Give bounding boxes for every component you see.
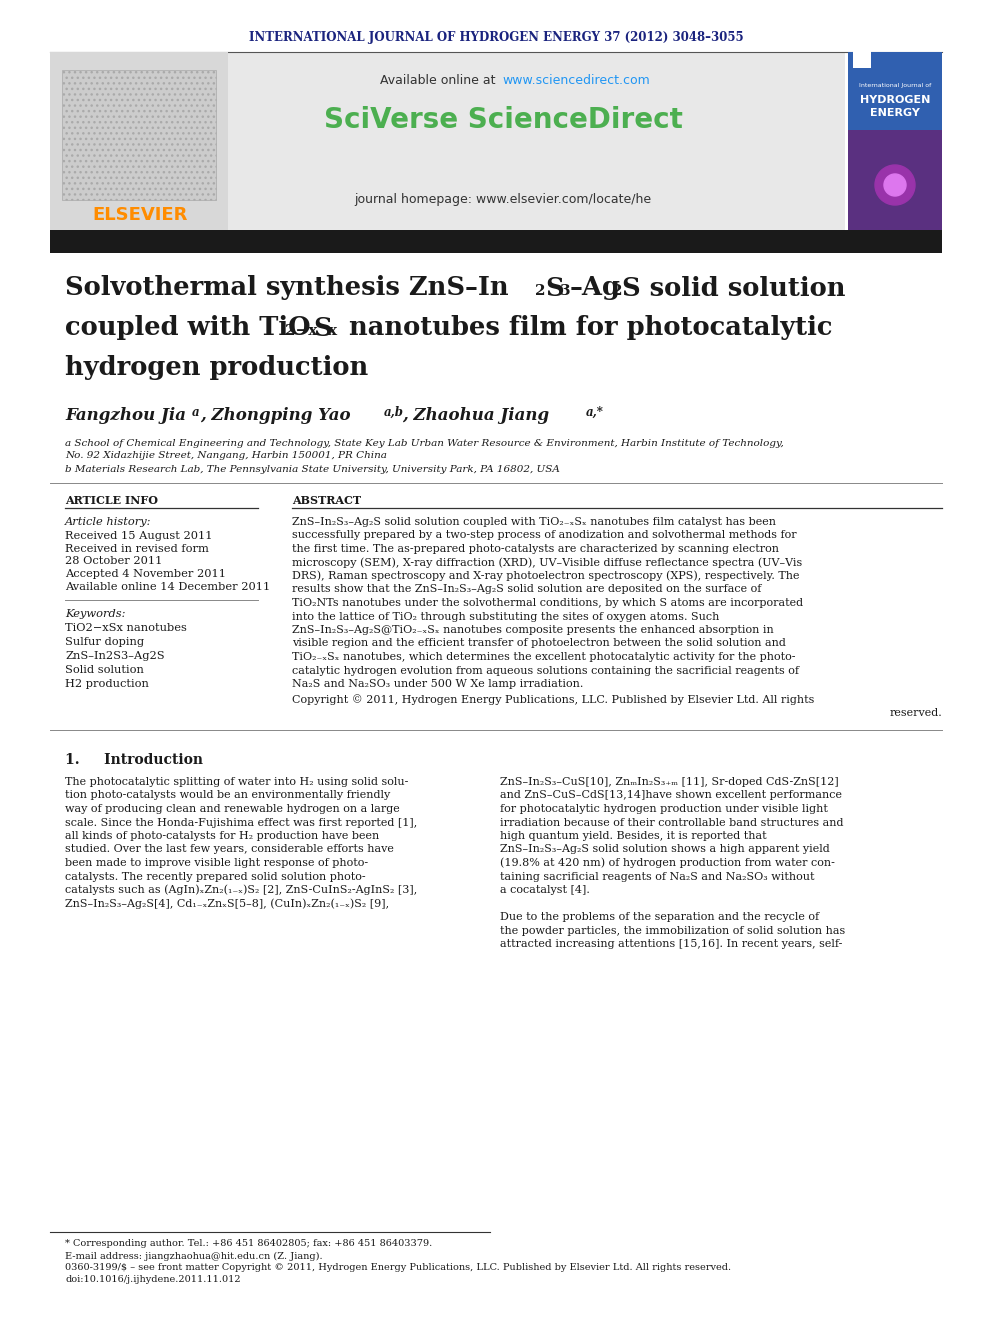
Text: ZnS–In₂S₃–Ag₂S@TiO₂₋ₓSₓ nanotubes composite presents the enhanced absorption in: ZnS–In₂S₃–Ag₂S@TiO₂₋ₓSₓ nanotubes compos… — [292, 624, 774, 635]
Text: a,*: a,* — [586, 406, 604, 418]
Text: 2−x: 2−x — [285, 324, 317, 337]
Text: Received in revised form: Received in revised form — [65, 544, 209, 554]
Text: catalytic hydrogen evolution from aqueous solutions containing the sacrificial r: catalytic hydrogen evolution from aqueou… — [292, 665, 799, 676]
Bar — [848, 52, 942, 130]
Text: SciVerse ScienceDirect: SciVerse ScienceDirect — [323, 106, 682, 134]
Text: x: x — [328, 324, 337, 337]
Text: coupled with TiO: coupled with TiO — [65, 315, 310, 340]
Text: a: a — [192, 406, 199, 418]
Text: studied. Over the last few years, considerable efforts have: studied. Over the last few years, consid… — [65, 844, 394, 855]
Text: ZnS–In₂S₃–Ag₂S solid solution coupled with TiO₂₋ₓSₓ nanotubes film catalyst has : ZnS–In₂S₃–Ag₂S solid solution coupled wi… — [292, 517, 776, 527]
Text: and ZnS–CuS–CdS[13,14]have shown excellent performance: and ZnS–CuS–CdS[13,14]have shown excelle… — [500, 791, 842, 800]
Text: ZnS–In₂S₃–CuS[10], ZnₘIn₂S₃₊ₘ [11], Sr-doped CdS-ZnS[12]: ZnS–In₂S₃–CuS[10], ZnₘIn₂S₃₊ₘ [11], Sr-d… — [500, 777, 839, 787]
Text: Solid solution: Solid solution — [65, 665, 144, 675]
Text: S: S — [545, 275, 563, 300]
Bar — [848, 52, 942, 230]
Text: been made to improve visible light response of photo-: been made to improve visible light respo… — [65, 859, 368, 868]
Text: 0360-3199/$ – see front matter Copyright © 2011, Hydrogen Energy Publications, L: 0360-3199/$ – see front matter Copyright… — [65, 1263, 731, 1273]
Text: TiO₂₋ₓSₓ nanotubes, which determines the excellent photocatalytic activity for t: TiO₂₋ₓSₓ nanotubes, which determines the… — [292, 652, 796, 662]
Text: Available online 14 December 2011: Available online 14 December 2011 — [65, 582, 270, 591]
Text: visible region and the efficient transfer of photoelectron between the solid sol: visible region and the efficient transfe… — [292, 639, 786, 648]
Text: scale. Since the Honda-Fujishima effect was first reported [1],: scale. Since the Honda-Fujishima effect … — [65, 818, 418, 827]
Text: microscopy (SEM), X-ray diffraction (XRD), UV–Visible diffuse reflectance spectr: microscopy (SEM), X-ray diffraction (XRD… — [292, 557, 803, 568]
Text: , Zhaohua Jiang: , Zhaohua Jiang — [402, 406, 550, 423]
Bar — [62, 70, 216, 200]
Text: INTERNATIONAL JOURNAL OF HYDROGEN ENERGY 37 (2012) 3048–3055: INTERNATIONAL JOURNAL OF HYDROGEN ENERGY… — [249, 32, 743, 45]
Text: catalysts such as (AgIn)ₓZn₂(₁₋ₓ)S₂ [2], ZnS-CuInS₂-AgInS₂ [3],: catalysts such as (AgIn)ₓZn₂(₁₋ₓ)S₂ [2],… — [65, 885, 418, 896]
Text: Fangzhou Jia: Fangzhou Jia — [65, 406, 186, 423]
Text: Solvothermal synthesis ZnS–In: Solvothermal synthesis ZnS–In — [65, 275, 509, 300]
Text: Received 15 August 2011: Received 15 August 2011 — [65, 531, 212, 541]
Text: high quantum yield. Besides, it is reported that: high quantum yield. Besides, it is repor… — [500, 831, 767, 841]
Text: attracted increasing attentions [15,16]. In recent years, self-: attracted increasing attentions [15,16].… — [500, 939, 842, 949]
Text: No. 92 Xidazhijie Street, Nangang, Harbin 150001, PR China: No. 92 Xidazhijie Street, Nangang, Harbi… — [65, 451, 387, 460]
Text: Sulfur doping: Sulfur doping — [65, 636, 144, 647]
Text: b Materials Research Lab, The Pennsylvania State University, University Park, PA: b Materials Research Lab, The Pennsylvan… — [65, 464, 559, 474]
Text: ELSEVIER: ELSEVIER — [92, 206, 187, 224]
Text: nanotubes film for photocatalytic: nanotubes film for photocatalytic — [340, 315, 832, 340]
Text: www.sciencedirect.com: www.sciencedirect.com — [502, 74, 650, 86]
Text: Available online at: Available online at — [381, 74, 500, 86]
Text: journal homepage: www.elsevier.com/locate/he: journal homepage: www.elsevier.com/locat… — [354, 193, 652, 206]
Text: Due to the problems of the separation and the recycle of: Due to the problems of the separation an… — [500, 912, 819, 922]
Text: 2: 2 — [535, 284, 546, 298]
Text: , Zhongping Yao: , Zhongping Yao — [200, 406, 350, 423]
Text: TiO2−xSx nanotubes: TiO2−xSx nanotubes — [65, 623, 186, 632]
Text: irradiation because of their controllable band structures and: irradiation because of their controllabl… — [500, 818, 843, 827]
Text: doi:10.1016/j.ijhydene.2011.11.012: doi:10.1016/j.ijhydene.2011.11.012 — [65, 1275, 241, 1285]
Text: into the lattice of TiO₂ through substituting the sites of oxygen atoms. Such: into the lattice of TiO₂ through substit… — [292, 611, 719, 622]
Text: * Corresponding author. Tel.: +86 451 86402805; fax: +86 451 86403379.: * Corresponding author. Tel.: +86 451 86… — [65, 1240, 433, 1249]
Text: (19.8% at 420 nm) of hydrogen production from water con-: (19.8% at 420 nm) of hydrogen production… — [500, 857, 835, 868]
Bar — [853, 50, 871, 67]
Text: taining sacrificial reagents of Na₂S and Na₂SO₃ without: taining sacrificial reagents of Na₂S and… — [500, 872, 814, 881]
Text: tion photo-catalysts would be an environmentally friendly: tion photo-catalysts would be an environ… — [65, 791, 390, 800]
Text: ENERGY: ENERGY — [870, 108, 920, 118]
Text: a School of Chemical Engineering and Technology, State Key Lab Urban Water Resou: a School of Chemical Engineering and Tec… — [65, 438, 784, 447]
Text: –Ag: –Ag — [570, 275, 621, 300]
Text: the powder particles, the immobilization of solid solution has: the powder particles, the immobilization… — [500, 926, 845, 935]
Text: for photocatalytic hydrogen production under visible light: for photocatalytic hydrogen production u… — [500, 804, 828, 814]
Text: all kinds of photo-catalysts for H₂ production have been: all kinds of photo-catalysts for H₂ prod… — [65, 831, 379, 841]
Text: ARTICLE INFO: ARTICLE INFO — [65, 495, 158, 505]
Text: successfully prepared by a two-step process of anodization and solvothermal meth: successfully prepared by a two-step proc… — [292, 531, 797, 541]
Text: ABSTRACT: ABSTRACT — [292, 495, 361, 505]
Text: H2 production: H2 production — [65, 679, 149, 689]
Text: ZnS–In₂S₃–Ag₂S[4], Cd₁₋ₓZnₓS[5–8], (CuIn)ₓZn₂(₁₋ₓ)S₂ [9],: ZnS–In₂S₃–Ag₂S[4], Cd₁₋ₓZnₓS[5–8], (CuIn… — [65, 898, 389, 909]
Circle shape — [884, 175, 906, 196]
Text: 28 October 2011: 28 October 2011 — [65, 556, 163, 566]
Text: 3: 3 — [560, 284, 570, 298]
Text: S solid solution: S solid solution — [622, 275, 845, 300]
Text: catalysts. The recently prepared solid solution photo-: catalysts. The recently prepared solid s… — [65, 872, 366, 881]
Text: way of producing clean and renewable hydrogen on a large: way of producing clean and renewable hyd… — [65, 804, 400, 814]
Text: International Journal of: International Journal of — [859, 82, 931, 87]
Bar — [50, 52, 228, 230]
Text: results show that the ZnS–In₂S₃–Ag₂S solid solution are deposited on the surface: results show that the ZnS–In₂S₃–Ag₂S sol… — [292, 585, 762, 594]
Text: ZnS–In₂S₃–Ag₂S solid solution shows a high apparent yield: ZnS–In₂S₃–Ag₂S solid solution shows a hi… — [500, 844, 829, 855]
Text: a cocatalyst [4].: a cocatalyst [4]. — [500, 885, 590, 894]
Bar — [50, 230, 942, 253]
Text: a,b: a,b — [384, 406, 404, 418]
Text: DRS), Raman spectroscopy and X-ray photoelectron spectroscopy (XPS), respectivel: DRS), Raman spectroscopy and X-ray photo… — [292, 570, 800, 581]
Text: S: S — [313, 315, 331, 340]
Text: 1.     Introduction: 1. Introduction — [65, 753, 203, 767]
Text: Copyright © 2011, Hydrogen Energy Publications, LLC. Published by Elsevier Ltd. : Copyright © 2011, Hydrogen Energy Public… — [292, 695, 814, 705]
Text: Na₂S and Na₂SO₃ under 500 W Xe lamp irradiation.: Na₂S and Na₂SO₃ under 500 W Xe lamp irra… — [292, 679, 583, 689]
Circle shape — [875, 165, 915, 205]
Text: the first time. The as-prepared photo-catalysts are characterized by scanning el: the first time. The as-prepared photo-ca… — [292, 544, 779, 554]
Text: Article history:: Article history: — [65, 517, 152, 527]
Text: ZnS–In2S3–Ag2S: ZnS–In2S3–Ag2S — [65, 651, 165, 662]
Text: Accepted 4 November 2011: Accepted 4 November 2011 — [65, 569, 226, 579]
Bar — [50, 52, 845, 230]
Text: 2: 2 — [612, 284, 623, 298]
Text: reserved.: reserved. — [889, 708, 942, 718]
Text: E-mail address: jiangzhaohua@hit.edu.cn (Z. Jiang).: E-mail address: jiangzhaohua@hit.edu.cn … — [65, 1252, 322, 1261]
Text: hydrogen production: hydrogen production — [65, 356, 368, 381]
Text: The photocatalytic splitting of water into H₂ using solid solu-: The photocatalytic splitting of water in… — [65, 777, 409, 787]
Text: Keywords:: Keywords: — [65, 609, 126, 619]
Text: TiO₂NTs nanotubes under the solvothermal conditions, by which S atoms are incorp: TiO₂NTs nanotubes under the solvothermal… — [292, 598, 804, 609]
Text: HYDROGEN: HYDROGEN — [860, 95, 930, 105]
